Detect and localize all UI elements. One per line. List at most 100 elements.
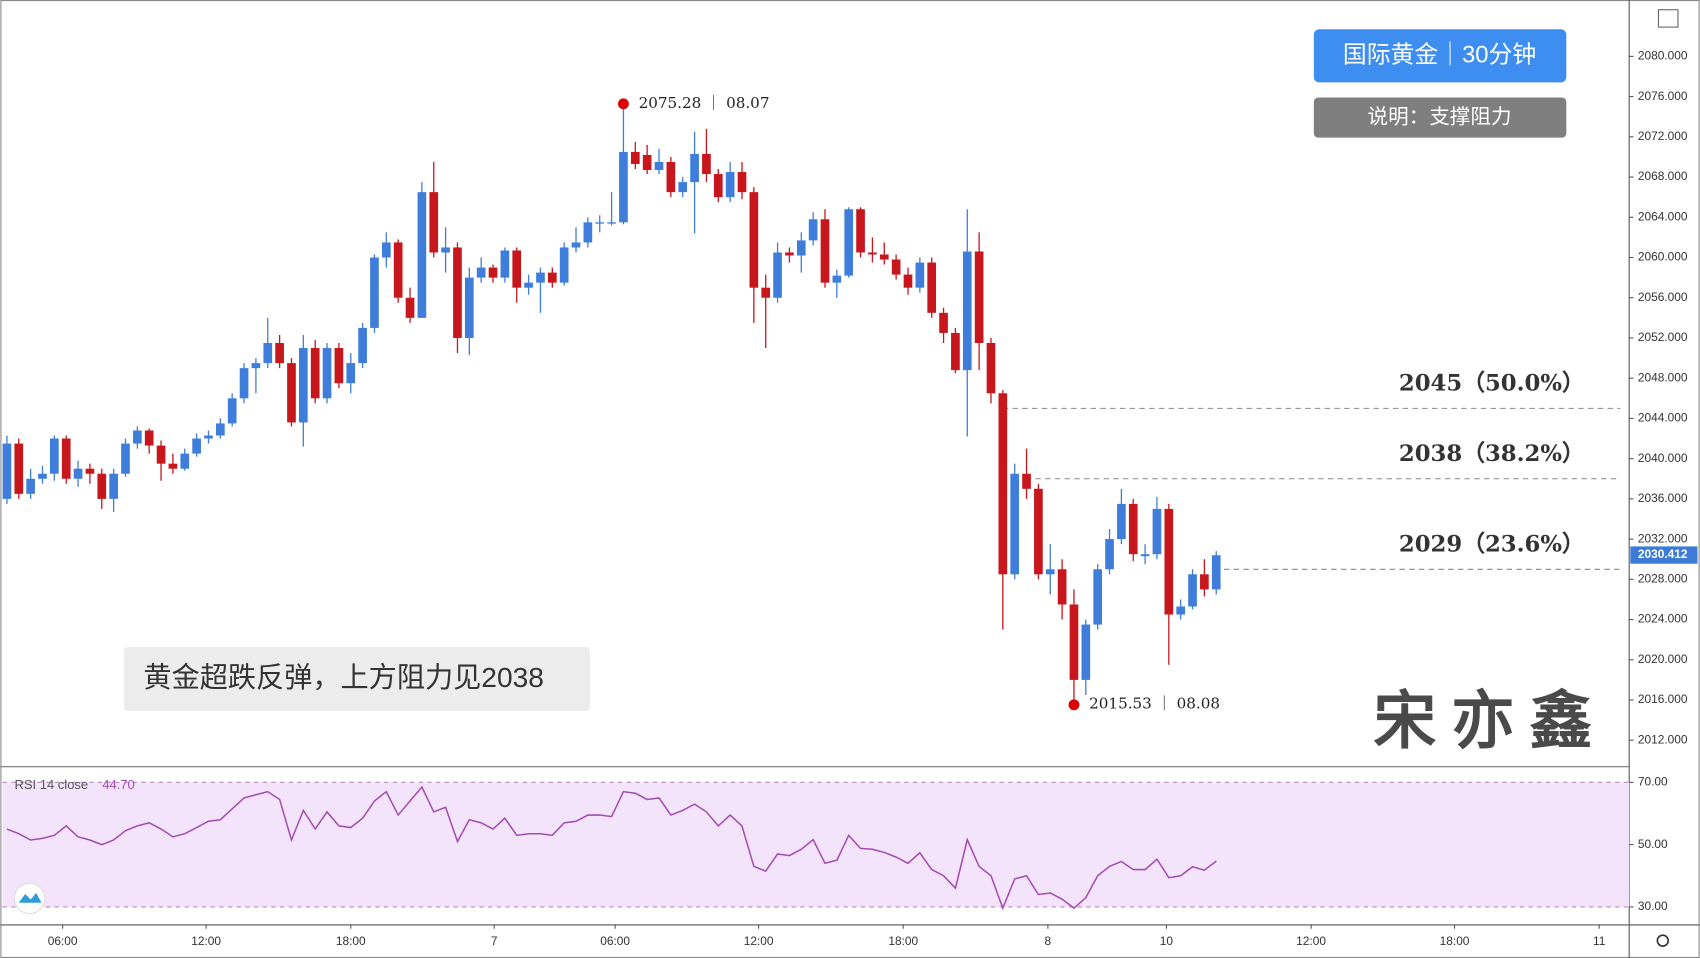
candle-body (512, 250, 522, 288)
y-tick-label: 2032.000 (1638, 531, 1688, 545)
candle-body (927, 262, 937, 313)
note-box (123, 646, 590, 711)
candle-body (50, 438, 59, 474)
y-tick-label: 2064.000 (1638, 209, 1688, 223)
candle-body (476, 267, 486, 278)
level-label: 2038（38.2%） (1399, 440, 1585, 467)
candle-body (464, 277, 474, 338)
candle-body (642, 154, 652, 171)
candle-body (1211, 555, 1221, 590)
rsi-title: RSI 14 close (14, 777, 88, 792)
candle-body (1128, 503, 1138, 555)
candle-body (773, 252, 782, 298)
x-tick-label: 7 (491, 934, 498, 948)
candle-body (1105, 539, 1114, 570)
y-tick-label: 2024.000 (1638, 612, 1688, 626)
candle-body (251, 363, 261, 369)
x-tick-label: 12:00 (191, 934, 221, 948)
note: 黄金超跌反弹，上方阻力见2038 (143, 661, 544, 693)
x-tick-label: 18:00 (336, 934, 366, 948)
candle-body (156, 445, 166, 464)
candle-body (619, 151, 628, 223)
scale-icon[interactable] (1657, 9, 1679, 28)
candle-body (725, 172, 735, 198)
candle-body (666, 161, 676, 193)
candle-body (358, 327, 367, 364)
candle-body (903, 274, 913, 288)
watermark: 宋亦鑫 (1373, 684, 1607, 758)
y-tick-label: 2040.000 (1638, 451, 1688, 465)
subtitle-box (1313, 97, 1567, 138)
y-tick-label: 2020.000 (1638, 652, 1688, 666)
x-tick-label: 06:00 (48, 934, 78, 948)
extreme-marker (618, 98, 629, 110)
price-tag-label: 2030.412 (1638, 547, 1688, 561)
candle-body (547, 272, 557, 283)
y-tick-label: 2072.000 (1638, 129, 1688, 143)
candle-body (109, 473, 118, 499)
title: 国际黄金｜30分钟 (1343, 42, 1536, 69)
candle-body (1140, 554, 1150, 557)
x-tick-label: 11 (1593, 934, 1606, 948)
candle-body (891, 259, 901, 275)
rsi-layer (2, 781, 1630, 911)
settings-icon[interactable] (1656, 934, 1670, 947)
candle-body (500, 250, 510, 278)
candle-body (678, 182, 688, 193)
candle-body (14, 443, 24, 494)
candle-body (1045, 569, 1055, 575)
logo-mark (18, 892, 42, 903)
candle-body (215, 423, 225, 436)
candle-body (239, 368, 249, 399)
candle-body (690, 153, 699, 183)
x-tick-label: 18:00 (888, 934, 918, 948)
candle-body (820, 219, 830, 283)
y-tick-label: 2048.000 (1638, 370, 1688, 384)
candle-body (974, 251, 984, 343)
candle-body (654, 161, 664, 171)
candle-body (322, 348, 332, 399)
candle-body (346, 363, 356, 384)
candle-body (749, 192, 759, 288)
level-label: 2029（23.6%） (1399, 530, 1585, 557)
candle-body (180, 453, 190, 469)
x-tick-label: 06:00 (600, 934, 630, 948)
candle-body (1069, 604, 1079, 680)
candle-body (879, 254, 889, 260)
candle-body (559, 247, 569, 283)
candle-body (808, 219, 818, 241)
candle-body (737, 172, 747, 193)
y-tick-label: 2016.000 (1638, 692, 1688, 706)
candle-body (939, 312, 948, 333)
candle-body (856, 209, 865, 253)
candle-body (287, 363, 296, 423)
subtitle: 说明：支撑阻力 (1368, 106, 1512, 129)
candle-body (1117, 503, 1126, 540)
candle-body (844, 209, 854, 276)
candle-body (962, 251, 972, 371)
rsi-y-tick-label: 70.00 (1638, 774, 1668, 788)
candle-body (97, 473, 107, 499)
x-tick-label: 12:00 (744, 934, 774, 948)
candle-body (263, 342, 273, 364)
candle-body (951, 332, 960, 371)
title-box (1313, 29, 1567, 83)
candle-body (2, 443, 12, 499)
candle-body (713, 174, 723, 198)
candle-body (1188, 574, 1197, 607)
candle-body (417, 192, 427, 318)
extreme-marker (1068, 699, 1080, 711)
level-label: 2045（50.0%） (1399, 370, 1585, 397)
candle-body (1152, 508, 1162, 555)
candle-body (38, 473, 47, 479)
candle-body (796, 240, 806, 256)
price-tag (1630, 546, 1698, 564)
candle-body (1010, 473, 1020, 575)
candle-body (1057, 569, 1067, 605)
rsi-last-value: 44.70 (102, 777, 135, 792)
candle-body (488, 267, 498, 278)
candle-body (630, 151, 640, 164)
candle-body (1164, 508, 1174, 615)
